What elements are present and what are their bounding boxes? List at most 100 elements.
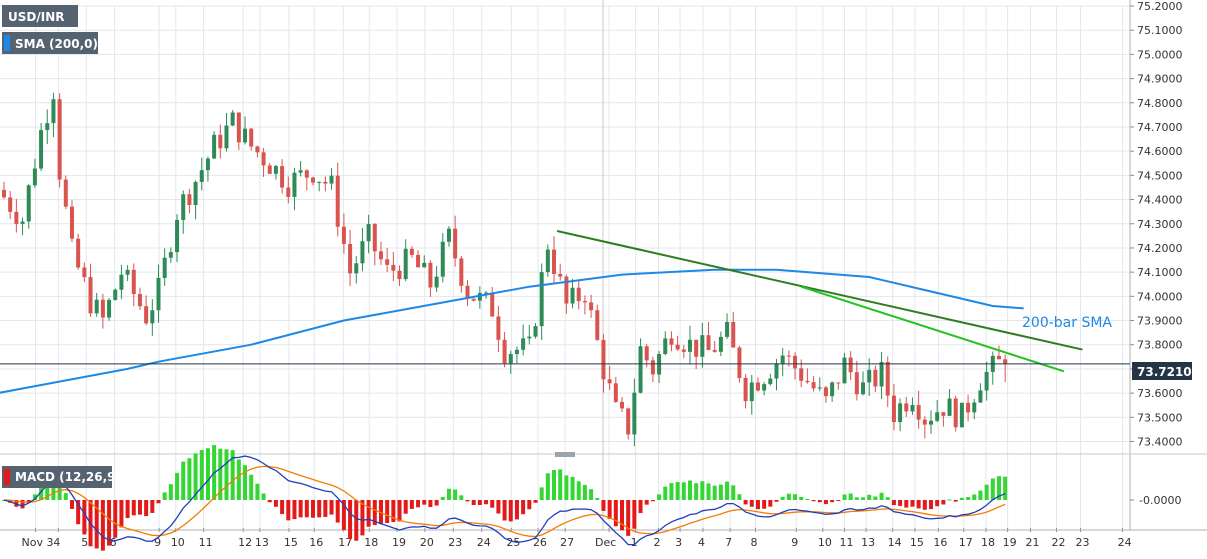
macd-histogram-bar	[947, 499, 952, 501]
macd-histogram-bar	[230, 450, 235, 500]
macd-histogram-bar	[638, 500, 643, 514]
macd-histogram-bar	[459, 495, 464, 500]
candle	[255, 145, 260, 158]
macd-histogram-bar	[100, 500, 105, 551]
candle	[972, 398, 977, 420]
candle	[446, 226, 451, 247]
candle-body	[805, 380, 810, 383]
x-tick-label: 10	[818, 536, 832, 549]
candle	[354, 256, 359, 284]
macd-histogram-bar	[477, 500, 482, 506]
candle-body	[100, 299, 105, 318]
candle-body	[589, 302, 594, 311]
y-tick-label: 74.1000	[1137, 266, 1183, 279]
macd-histogram-bar	[867, 494, 872, 500]
candle-body	[51, 99, 56, 124]
candle	[230, 110, 235, 127]
macd-histogram-bar	[842, 494, 847, 500]
macd-histogram-bar	[836, 500, 841, 501]
candle	[45, 109, 50, 145]
macd-histogram-bar	[261, 493, 266, 500]
candle	[125, 265, 130, 282]
candle	[261, 148, 266, 177]
candle	[175, 214, 180, 263]
y-tick-label: 74.0000	[1137, 290, 1183, 303]
candle	[39, 122, 44, 172]
x-tick-label: 2	[653, 536, 660, 549]
macd-histogram-bar	[317, 500, 322, 518]
candle	[836, 382, 841, 390]
candle	[885, 356, 890, 408]
candle-body	[966, 402, 971, 413]
macd-histogram-bar	[929, 500, 933, 510]
macd-histogram-bar	[446, 488, 451, 500]
x-tick-label: 25	[506, 536, 520, 549]
macd-histogram-bar	[972, 494, 977, 500]
macd-histogram-bar	[113, 500, 118, 538]
candle-body	[718, 336, 723, 352]
candle-body	[706, 335, 711, 350]
macd-histogram-bar	[891, 500, 896, 506]
candle-body	[941, 412, 946, 416]
candle-body	[786, 355, 791, 357]
candle-body	[267, 165, 272, 174]
candle-body	[972, 402, 977, 413]
candle	[675, 335, 680, 351]
candle-body	[69, 206, 74, 239]
macd-histogram-bar	[292, 500, 297, 520]
macd-histogram-bar	[576, 481, 581, 500]
macd-histogram-bar	[397, 500, 402, 522]
candle-body	[576, 287, 581, 302]
candle	[341, 213, 346, 254]
candle-body	[935, 412, 940, 421]
candle	[76, 233, 81, 270]
candle-body	[558, 273, 563, 277]
candle-body	[150, 310, 155, 324]
macd-histogram-bar	[199, 450, 204, 500]
candle-body	[539, 272, 544, 327]
candle	[2, 181, 6, 200]
candle	[422, 255, 427, 268]
candle	[941, 412, 946, 427]
candle-body	[440, 241, 445, 277]
candle	[867, 358, 872, 396]
macd-histogram-bar	[953, 500, 958, 502]
candle-body	[762, 384, 767, 391]
macd-histogram-bar	[150, 500, 155, 513]
macd-histogram-bar	[848, 493, 853, 500]
candle	[712, 341, 717, 353]
candle-body	[700, 335, 705, 357]
candle-body	[329, 175, 334, 184]
candle	[397, 265, 402, 286]
trendline-upper	[556, 230, 1083, 351]
y-tick-label: 73.9000	[1137, 315, 1183, 328]
candle-body	[545, 249, 550, 273]
macd-histogram-bar	[922, 500, 927, 510]
macd-histogram-bar	[681, 482, 686, 500]
candle	[218, 124, 223, 159]
candle-body	[725, 322, 730, 337]
macd-histogram-bar	[830, 500, 835, 503]
candle-body	[57, 99, 62, 180]
candle-body	[236, 112, 241, 143]
symbol-label: USD/INR	[8, 10, 64, 24]
candle	[990, 351, 995, 385]
candle-body	[774, 363, 779, 379]
candle	[144, 295, 149, 326]
candle-body	[14, 211, 19, 224]
candle-body	[687, 339, 692, 352]
macd-histogram-bar	[372, 500, 377, 526]
candle	[966, 394, 971, 422]
macd-histogram-bar	[471, 500, 476, 505]
macd-label-box: MACD (12,26,9)	[2, 466, 121, 488]
candle	[805, 368, 810, 384]
candle-body	[199, 170, 204, 182]
macd-histogram-bar	[434, 500, 439, 506]
candle-body	[613, 383, 618, 402]
macd-histogram-bar	[205, 448, 210, 500]
candle	[205, 156, 210, 182]
candle-body	[669, 338, 674, 345]
candle-body	[1003, 359, 1008, 364]
macd-histogram-bar	[564, 475, 569, 500]
